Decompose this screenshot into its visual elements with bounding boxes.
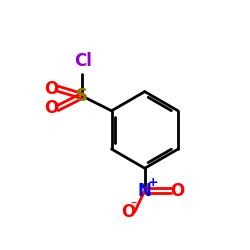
Text: O: O xyxy=(44,80,58,98)
Text: Cl: Cl xyxy=(74,52,92,70)
Text: N: N xyxy=(138,182,152,200)
Text: S: S xyxy=(76,87,88,105)
Text: –: – xyxy=(130,196,137,209)
Text: O: O xyxy=(44,99,58,117)
Text: +: + xyxy=(148,176,158,189)
Text: O: O xyxy=(170,182,184,200)
Text: O: O xyxy=(122,202,136,220)
